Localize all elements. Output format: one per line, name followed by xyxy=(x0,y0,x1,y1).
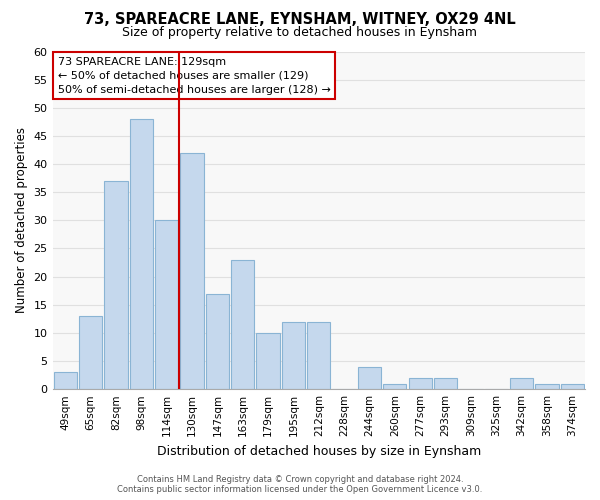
Bar xyxy=(104,181,128,389)
Bar xyxy=(383,384,406,389)
Text: Size of property relative to detached houses in Eynsham: Size of property relative to detached ho… xyxy=(122,26,478,39)
Bar xyxy=(79,316,102,389)
Y-axis label: Number of detached properties: Number of detached properties xyxy=(15,128,28,314)
Bar xyxy=(181,153,203,389)
Bar xyxy=(282,322,305,389)
Bar xyxy=(206,294,229,389)
Bar xyxy=(130,119,153,389)
Bar xyxy=(535,384,559,389)
Bar xyxy=(560,384,584,389)
Bar xyxy=(53,372,77,389)
Text: Contains HM Land Registry data © Crown copyright and database right 2024.
Contai: Contains HM Land Registry data © Crown c… xyxy=(118,474,482,494)
Bar xyxy=(256,333,280,389)
Bar xyxy=(155,220,178,389)
Bar xyxy=(358,366,381,389)
Text: 73, SPAREACRE LANE, EYNSHAM, WITNEY, OX29 4NL: 73, SPAREACRE LANE, EYNSHAM, WITNEY, OX2… xyxy=(84,12,516,28)
Bar xyxy=(409,378,432,389)
Bar xyxy=(307,322,331,389)
Text: 73 SPAREACRE LANE: 129sqm
← 50% of detached houses are smaller (129)
50% of semi: 73 SPAREACRE LANE: 129sqm ← 50% of detac… xyxy=(58,56,331,94)
Bar xyxy=(510,378,533,389)
Bar xyxy=(434,378,457,389)
X-axis label: Distribution of detached houses by size in Eynsham: Distribution of detached houses by size … xyxy=(157,444,481,458)
Bar xyxy=(231,260,254,389)
